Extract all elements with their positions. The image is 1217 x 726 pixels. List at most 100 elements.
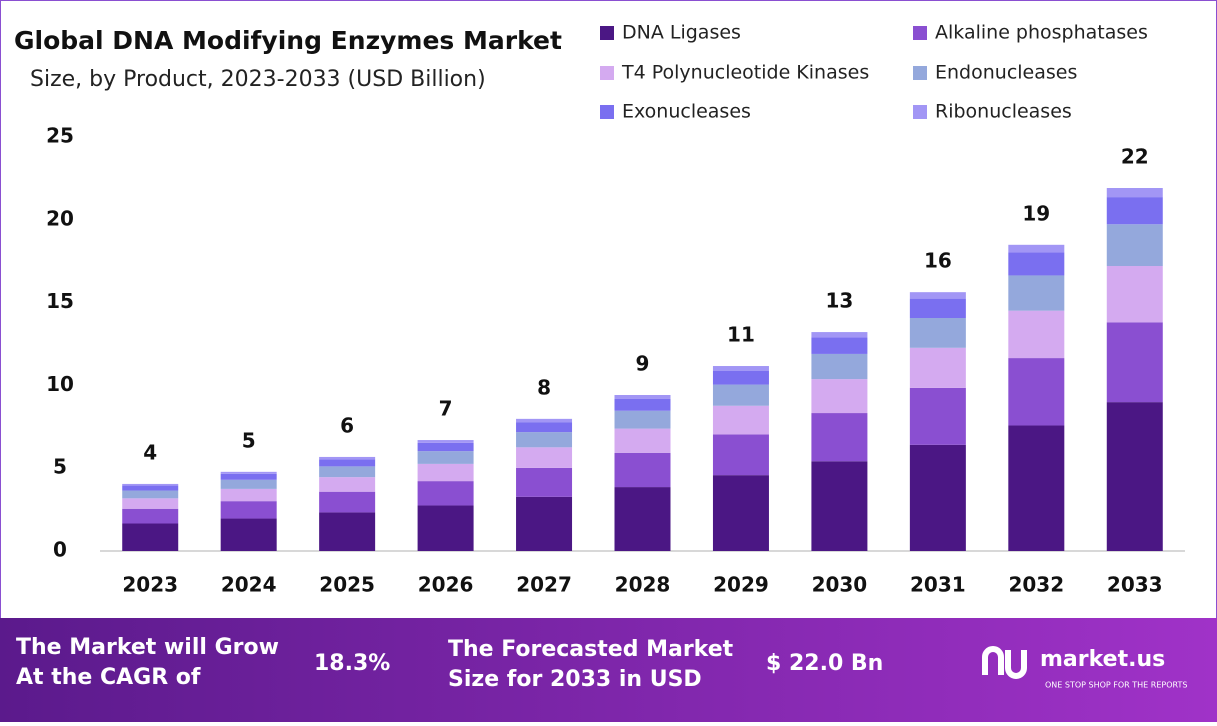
bar-segment [122,523,179,551]
y-tick-label: 10 [46,372,74,396]
brand-logo [982,646,1027,679]
bar-segment [122,483,179,486]
y-tick-label: 5 [53,455,67,479]
bar-segment [220,473,277,480]
bar-segment [811,353,868,380]
bar-segment [319,491,376,513]
bar-segment [220,471,277,474]
x-tick-label: 2032 [1008,573,1064,597]
bar-segment [516,422,573,433]
total-label: 6 [340,413,354,437]
bar-segment [712,370,769,385]
bar-segment [811,332,868,338]
bar-segment [122,498,179,509]
bar-segment [909,347,966,388]
bar-segment [1008,275,1065,311]
bar-segment [1106,224,1163,267]
x-tick-label: 2029 [713,573,769,597]
bar-segment [712,475,769,551]
cagr-value: 18.3% [314,651,390,676]
x-tick-label: 2023 [122,573,178,597]
bar-segment [319,477,376,492]
bar-segment [319,466,376,478]
bar-segment [1008,244,1065,253]
bar-segment [1106,188,1163,198]
bar-segment [220,479,277,489]
bar-segment [909,318,966,348]
x-tick-label: 2033 [1107,573,1163,597]
bar-segment [712,366,769,371]
bar-segment [220,488,277,502]
bar-segment [614,395,671,399]
legend-swatch [600,26,614,40]
forecast-value: $ 22.0 Bn [766,651,883,676]
legend-swatch [913,66,927,80]
x-tick-label: 2024 [221,573,277,597]
x-tick-label: 2026 [418,573,474,597]
bar-segment [516,496,573,551]
bar-segment [220,501,277,519]
bar-segment [319,512,376,551]
footer-banner [0,618,1217,722]
legend-swatch [913,26,927,40]
bar-segment [122,485,179,491]
bar-segment [516,432,573,448]
bar-segment [1008,358,1065,426]
total-label: 7 [439,397,453,421]
forecast-text: Size for 2033 in USD [448,667,702,692]
bar-segment [1106,197,1163,225]
x-tick-label: 2031 [910,573,966,597]
total-label: 8 [537,375,551,399]
bar-segment [417,440,474,443]
bar-segment [417,451,474,464]
brand: market.us [1040,647,1165,672]
legend-swatch [913,105,927,119]
total-label: 4 [143,440,157,464]
bar-segment [1106,402,1163,551]
chart-subtitle: Size, by Product, 2023-2033 (USD Billion… [30,67,486,92]
total-label: 11 [727,323,755,347]
cagr-text: At the CAGR of [16,665,201,690]
bar-segment [319,456,376,460]
y-tick-label: 25 [46,124,74,148]
x-tick-label: 2028 [615,573,671,597]
total-label: 9 [636,352,650,376]
bar-segment [614,428,671,453]
bar-segment [1106,266,1163,323]
bar-segment [811,379,868,414]
bar-segment [909,292,966,299]
bar-segment [712,434,769,476]
bar-segment [811,337,868,354]
y-tick-label: 0 [53,538,67,562]
legend-label: DNA Ligases [622,22,741,44]
bar-segment [1008,252,1065,276]
x-tick-label: 2025 [319,573,375,597]
total-label: 5 [242,428,256,452]
total-label: 19 [1022,201,1050,225]
bar-segment [909,387,966,445]
bar-segment [516,447,573,468]
legend-swatch [600,66,614,80]
bar-segment [614,410,671,429]
forecast-text: The Forecasted Market [448,637,734,662]
y-tick-label: 15 [46,289,74,313]
bar-segment [614,452,671,488]
bar-segment [516,467,573,497]
bar-segment [319,459,376,467]
bar-segment [712,384,769,406]
bar-segment [417,505,474,551]
total-label: 22 [1121,145,1149,169]
bar-segment [122,490,179,499]
bar-segment [1106,322,1163,403]
bar-segment [417,442,474,452]
bar-segment [811,413,868,462]
bar-segment [614,398,671,411]
legend-label: Exonucleases [622,101,751,123]
y-tick-label: 20 [46,206,74,230]
bar-segment [712,405,769,435]
cagr-text: The Market will Grow [16,635,279,660]
chart-title: Global DNA Modifying Enzymes Market [14,26,562,55]
bar-segment [516,418,573,423]
legend-label: Alkaline phosphatases [935,22,1148,44]
bar-segment [909,298,966,319]
